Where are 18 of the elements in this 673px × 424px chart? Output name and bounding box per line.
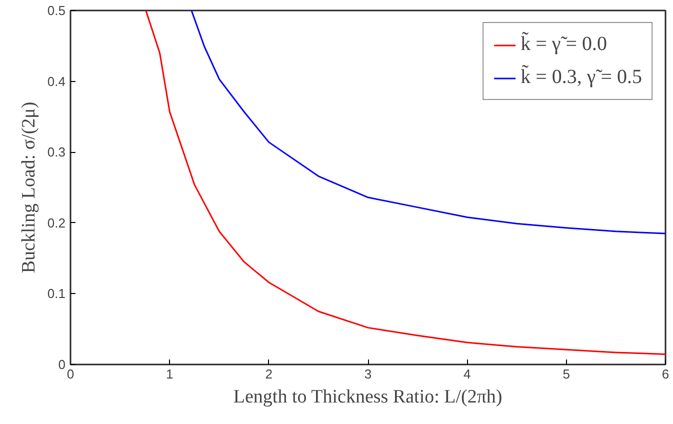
x-tick-label: 4 (464, 366, 471, 382)
x-tick-label: 3 (364, 366, 372, 382)
line-series (190, 10, 666, 234)
legend-label: k̃ = 0.3, γ̃ = 0.5 (520, 66, 642, 89)
line-series (145, 10, 666, 355)
legend-label: k̃ = γ̃ = 0.0 (520, 33, 607, 56)
x-tick-label: 5 (562, 366, 570, 382)
y-tick-label: 0.4 (47, 74, 66, 89)
y-tick-label: 0.5 (47, 3, 66, 18)
x-axis-title: Length to Thickness Ratio: L/(2πh) (233, 386, 502, 408)
y-tick-label: 0 (58, 357, 66, 372)
x-tick-label: 2 (265, 366, 272, 382)
x-tick-label: 6 (662, 366, 670, 382)
x-tick-label: 1 (166, 366, 174, 382)
y-tick-label: 0.1 (47, 286, 66, 302)
y-tick-label: 0.3 (47, 144, 66, 160)
y-axis-title: Buckling Load: σ/(2μ) (18, 102, 40, 274)
y-tick-label: 0.2 (47, 215, 66, 230)
